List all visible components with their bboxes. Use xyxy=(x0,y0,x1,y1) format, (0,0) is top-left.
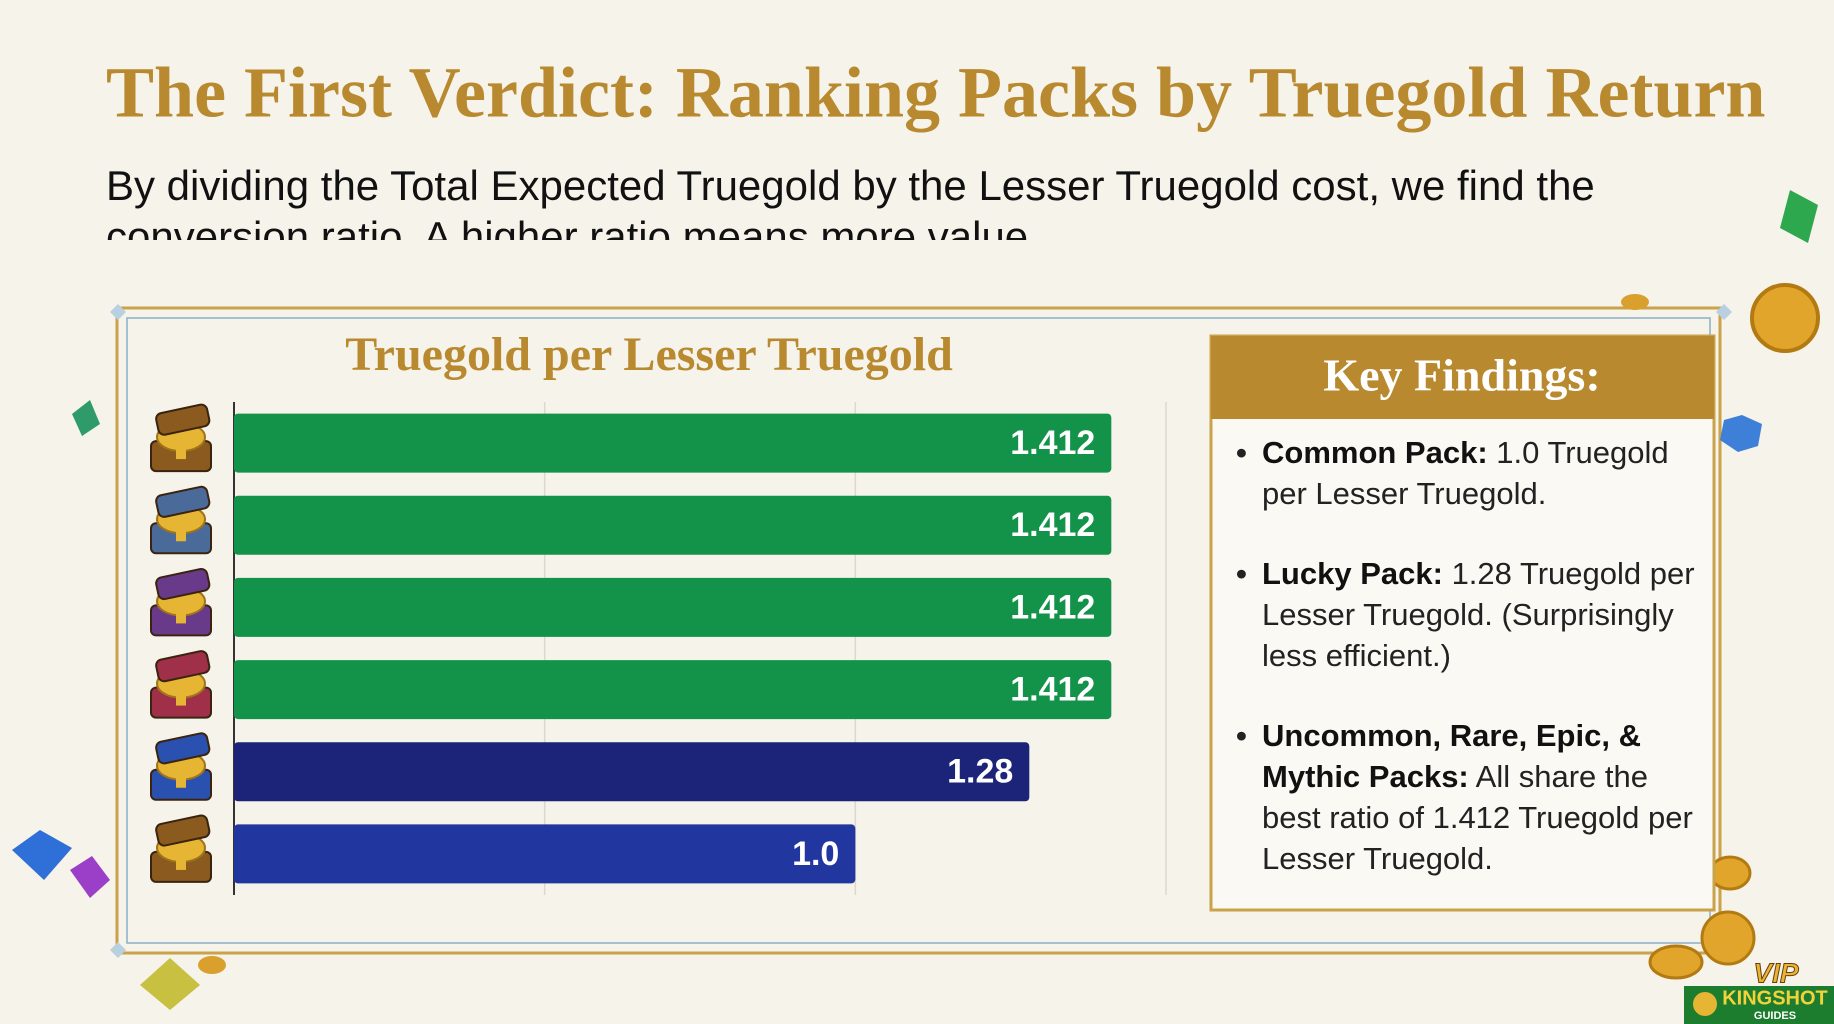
chest-lock xyxy=(176,447,186,460)
findings-panel: Key Findings: xyxy=(1209,334,1716,912)
value-label: 1.28 xyxy=(947,753,1013,791)
bullet: • xyxy=(1236,718,1247,753)
chest-lid xyxy=(155,567,211,601)
logo-sub: GUIDES xyxy=(1754,1010,1796,1022)
chest-lock xyxy=(176,611,186,624)
bar xyxy=(234,824,856,884)
bar xyxy=(234,495,1112,555)
finding: • Common Pack: 1.0 Truegold per Lesser Tr… xyxy=(1236,432,1706,514)
findings-list: • Common Pack: 1.0 Truegold per Lesser Tr… xyxy=(1236,432,1706,918)
bar xyxy=(234,577,1112,637)
logo: VIP KINGSHOT GUIDES xyxy=(1684,957,1834,1024)
finding-label: Lucky Pack: xyxy=(1262,556,1443,591)
chest-lock xyxy=(176,857,186,870)
pack-icon xyxy=(150,567,212,637)
value-label: 1.412 xyxy=(1010,506,1095,544)
bar xyxy=(234,742,1030,802)
finding-text: Uncommon, Rare, Epic, & Mythic Packs: Al… xyxy=(1262,715,1706,879)
chest-lid xyxy=(155,814,211,847)
value-label: 1.412 xyxy=(1010,671,1095,709)
decorations xyxy=(12,190,1820,1010)
chest-lid xyxy=(155,650,211,683)
finding: • Lucky Pack: 1.28 Truegold per Lesser Tr… xyxy=(1236,553,1706,676)
value-label: 1.412 xyxy=(1010,424,1095,462)
chart-title: Truegold per Lesser Truegold xyxy=(345,328,953,381)
value-label: 1.412 xyxy=(1010,588,1095,626)
finding: • Uncommon, Rare, Epic, & Mythic Packs: A… xyxy=(1236,715,1706,879)
chest-lock xyxy=(176,529,186,542)
finding-text: Lucky Pack: 1.28 Truegold per Lesser Tru… xyxy=(1262,553,1706,676)
value-label: 1.0 xyxy=(792,835,839,873)
slide-title: The First Verdict: Ranking Packs by True… xyxy=(106,53,1765,133)
findings-title: Key Findings: xyxy=(1323,350,1600,401)
chest-lid xyxy=(155,403,211,436)
pack-icon xyxy=(150,650,212,719)
pack-icon xyxy=(150,485,212,555)
finding-detail: 1.0 Truegold per Lesser Truegold. xyxy=(1262,435,1669,511)
finding-label: Common Pack: xyxy=(1262,435,1488,470)
pack-icon xyxy=(150,732,212,801)
chest-lock xyxy=(176,693,186,706)
plot: 1.412 1.412 1.412 1.412 1.28 1.0 xyxy=(150,402,1167,895)
finding-text: Common Pack: 1.0 Truegold per Lesser Tru… xyxy=(1262,432,1706,514)
pack-icon xyxy=(150,403,212,473)
logo-badge: VIP xyxy=(1753,957,1798,988)
finding-label: Uncommon, Rare, Epic, & Mythic Packs: xyxy=(1262,718,1641,794)
pack-icon xyxy=(150,814,212,883)
finding-detail: All share the best ratio of 1.412 Truego… xyxy=(1262,759,1693,876)
logo-name: KINGSHOT xyxy=(1722,987,1828,1009)
bar xyxy=(234,413,1112,473)
chest-lid xyxy=(155,732,211,765)
bullet: • xyxy=(1236,556,1247,591)
chest-lock xyxy=(176,775,186,788)
bar xyxy=(234,660,1112,720)
finding-detail: 1.28 Truegold per Lesser Truegold. (Surp… xyxy=(1262,556,1695,673)
bullet: • xyxy=(1236,435,1247,470)
chest-lid xyxy=(155,485,211,518)
